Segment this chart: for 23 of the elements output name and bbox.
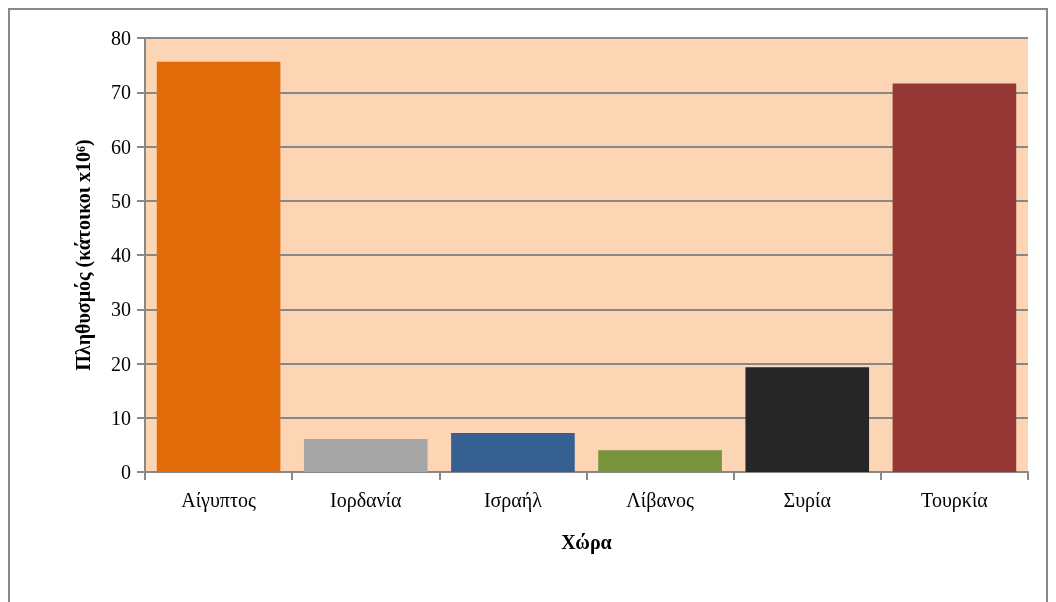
y-tick-label: 30: [111, 298, 131, 321]
y-tick-label: 20: [111, 352, 131, 375]
bar: [303, 438, 428, 472]
x-axis-title: Χώρα: [561, 531, 612, 554]
bar: [156, 61, 281, 472]
x-tick-label: Ισραήλ: [483, 489, 543, 512]
y-tick-label: 60: [111, 135, 131, 158]
x-tick-label: Αίγυπτος: [181, 489, 256, 512]
y-tick-label: 80: [111, 27, 131, 49]
bar: [892, 83, 1017, 472]
y-tick-label: 10: [111, 406, 131, 429]
x-tick-label: Τουρκία: [921, 489, 989, 512]
y-tick-label: 70: [111, 81, 131, 104]
y-axis-title: Πληθυσμός (κάτοικοι x10⁶): [72, 139, 95, 371]
bar: [451, 432, 575, 472]
bar: [598, 450, 722, 472]
x-tick-label: Ιορδανία: [330, 489, 402, 512]
y-tick-label: 0: [121, 461, 131, 483]
x-tick-label: Λίβανος: [626, 489, 694, 512]
x-tick-label: Συρία: [783, 489, 832, 512]
y-tick-label: 40: [111, 244, 131, 266]
bar: [745, 367, 870, 472]
y-tick-label: 50: [111, 189, 131, 212]
